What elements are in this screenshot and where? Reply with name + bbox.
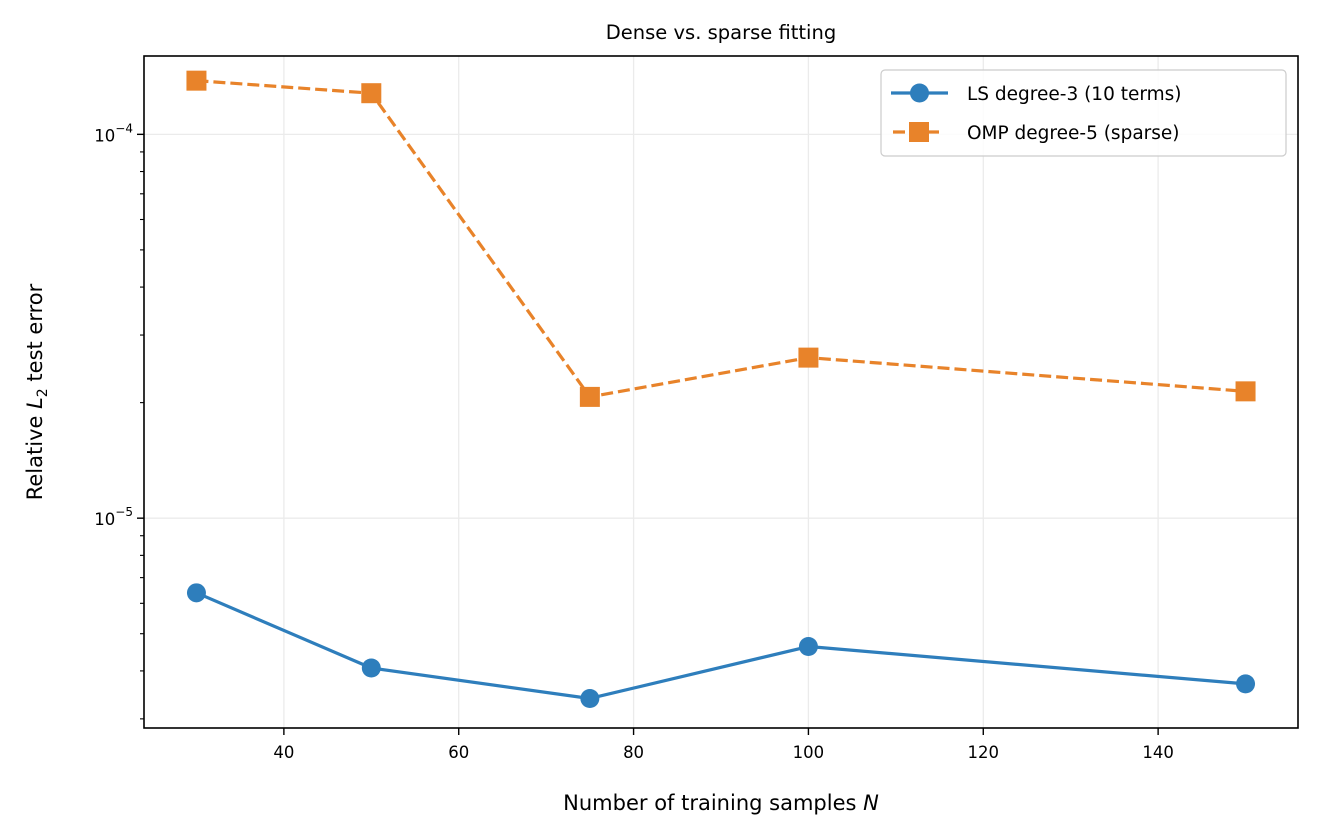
y-axis-label-var: L [23, 397, 47, 409]
x-axis-label-var: N [863, 791, 879, 815]
chart-title: Dense vs. sparse fitting [606, 21, 836, 44]
grid [144, 56, 1298, 728]
x-tick-label: 120 [968, 743, 1000, 762]
y-tick-label: 10−4 [94, 121, 133, 145]
y-tick-label-exponent: −5 [115, 505, 133, 519]
y-tick-label-base: 10 [94, 126, 115, 145]
data-point-circle [361, 658, 381, 678]
x-tick-label: 40 [273, 743, 294, 762]
data-point-circle [798, 637, 818, 657]
legend-label-ls: LS degree-3 (10 terms) [967, 84, 1182, 105]
y-tick-label-exponent: −4 [115, 121, 133, 135]
x-axis-label-text: Number of training samples [563, 791, 863, 815]
x-axis-label: Number of training samples N [563, 791, 879, 815]
series-layer [186, 70, 1256, 708]
x-tick-label: 140 [1142, 743, 1174, 762]
y-axis-label: Relative L2 test error [23, 283, 51, 500]
y-tick-label-base: 10 [94, 510, 115, 529]
data-point-circle [186, 583, 206, 603]
x-axis: 40 60 80 100 120 140 [273, 728, 1174, 762]
legend-box [880, 69, 1287, 157]
data-point-square [186, 70, 207, 91]
data-point-square [1235, 381, 1256, 402]
data-point-square [798, 347, 819, 368]
y-tick-label: 10−5 [94, 505, 133, 529]
y-axis-label-suffix: test error [23, 283, 47, 388]
y-axis-label-prefix: Relative [23, 409, 47, 500]
x-tick-label: 60 [448, 743, 469, 762]
series-omp [186, 70, 1256, 407]
legend-label-omp: OMP degree-5 (sparse) [967, 123, 1180, 144]
x-tick-label: 100 [793, 743, 825, 762]
plot-area [144, 56, 1298, 728]
y-axis-label-sub: 2 [35, 388, 51, 397]
x-tick-label: 80 [623, 743, 644, 762]
data-point-circle [580, 688, 600, 708]
y-axis: 10−510−4 [94, 121, 144, 720]
axes-frame [143, 55, 1299, 729]
data-point-square [361, 83, 382, 104]
legend-marker-square-icon [909, 122, 929, 142]
legend: LS degree-3 (10 terms) OMP degree-5 (spa… [880, 69, 1287, 157]
series-ls [186, 583, 1256, 708]
legend-marker-circle-icon [910, 83, 929, 103]
data-point-square [579, 386, 600, 407]
data-point-circle [1236, 674, 1256, 694]
